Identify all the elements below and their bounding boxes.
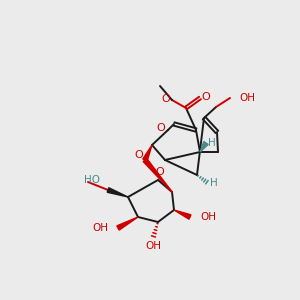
Polygon shape (117, 217, 138, 230)
Text: O: O (162, 94, 170, 104)
Polygon shape (143, 145, 152, 161)
Text: H: H (210, 178, 218, 188)
Text: O: O (156, 167, 164, 177)
Text: O: O (157, 123, 165, 133)
Text: OH: OH (239, 93, 255, 103)
Text: O: O (202, 92, 210, 102)
Text: H: H (208, 138, 216, 148)
Text: O: O (135, 150, 143, 160)
Polygon shape (107, 188, 128, 197)
Polygon shape (200, 142, 208, 152)
Polygon shape (143, 158, 172, 192)
Text: OH: OH (145, 241, 161, 251)
Text: HO: HO (84, 175, 100, 185)
Polygon shape (174, 210, 191, 219)
Text: OH: OH (92, 223, 108, 233)
Text: OH: OH (200, 212, 216, 222)
